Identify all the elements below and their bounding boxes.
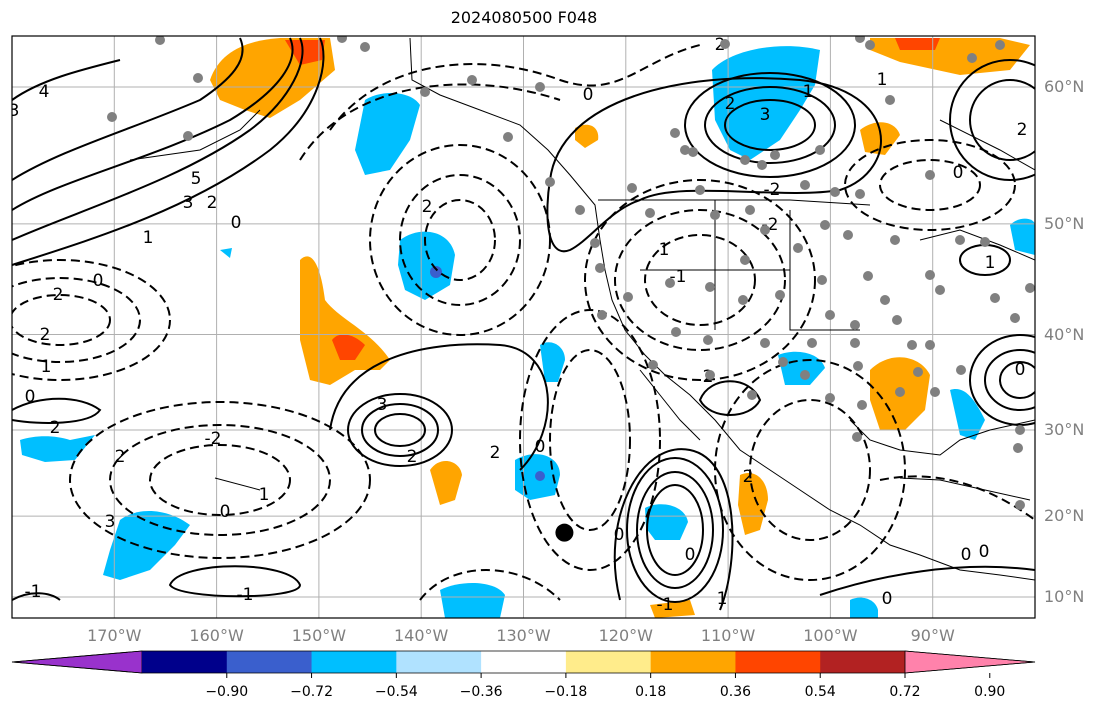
contour-label: 0 [614, 525, 625, 545]
contour-label: 3 [105, 512, 116, 532]
contour-label: 2 [1017, 120, 1028, 140]
lon-label: 140°W [394, 626, 449, 645]
lon-label: 130°W [496, 626, 551, 645]
colorbar-tick-label: −0.54 [374, 684, 418, 700]
contour-label: 3 [9, 101, 20, 121]
colorbar-segment [396, 651, 482, 673]
contour-label: 0 [882, 589, 893, 609]
contour-label: -1 [25, 582, 42, 602]
contour-label: 3 [377, 395, 388, 415]
contour-label: 0 [1015, 360, 1026, 380]
contour-label: 2 [407, 447, 418, 467]
contour-label: 0 [953, 163, 964, 183]
contour-label: 2 [50, 418, 61, 438]
contour-label: 4 [39, 82, 50, 102]
contour-label: -1 [657, 595, 674, 615]
lat-label: 60°N [1044, 77, 1085, 96]
map-frame [11, 35, 1036, 619]
colorbar [11, 650, 1036, 678]
contour-label: 0 [93, 271, 104, 291]
colorbar-segment [142, 651, 228, 673]
map-title: 2024080500 F048 [450, 8, 598, 27]
contour-label: 5 [191, 169, 202, 189]
contour-label: 2 [743, 467, 754, 487]
contour-label: -1 [237, 585, 254, 605]
colorbar-tick-label: −0.72 [290, 684, 333, 700]
contour-label: 0 [231, 213, 242, 233]
colorbar-segment [226, 651, 313, 673]
contour-label: 2 [715, 35, 726, 55]
contour-label: 0 [961, 545, 972, 565]
contour-label: 3 [760, 105, 771, 125]
contour-label: 1 [717, 589, 728, 609]
lat-label: 10°N [1044, 587, 1085, 606]
colorbar-extend-max [904, 650, 1036, 674]
lat-label: 30°N [1044, 419, 1085, 439]
lon-label: 110°W [700, 626, 756, 645]
colorbar-extend-min [11, 650, 143, 674]
contour-label: 0 [979, 542, 990, 562]
contour-label: 0 [535, 437, 546, 457]
colorbar-tick-label: −0.18 [544, 684, 588, 700]
colorbar-tick-label: 0.18 [635, 684, 667, 700]
contour-label: 2 [422, 197, 433, 217]
contour-label: 1 [985, 253, 996, 273]
contour-label: -2 [47, 285, 64, 305]
lon-label: 120°W [598, 626, 653, 645]
lon-gridlines [113, 36, 934, 618]
colorbar-tick-label: 0.36 [719, 684, 752, 700]
colorbar-segment [565, 651, 652, 673]
colorbar-segment [650, 651, 736, 673]
lon-label: 150°W [291, 626, 347, 645]
colorbar-tick-label: −0.90 [205, 684, 249, 700]
dashed-contours [12, 44, 1035, 601]
contour-label: 1 [803, 82, 814, 102]
contour-label: 1 [877, 70, 888, 90]
colorbar-tick-label: −0.36 [459, 684, 503, 700]
contour-label: 0 [583, 85, 594, 105]
solid-contours [12, 37, 1035, 611]
lon-label: 100°W [803, 626, 858, 645]
contour-label: -2 [764, 180, 781, 200]
lon-label: 90°W [910, 626, 955, 645]
colorbar-outline [11, 650, 1036, 674]
colorbar-segment [311, 651, 397, 673]
contour-label: 2 [207, 193, 218, 213]
observation-marker [555, 523, 574, 542]
observation-dots [107, 36, 1035, 510]
contour-label: 2 [40, 325, 51, 345]
contour-label: 3 [183, 193, 194, 213]
lat-label: 40°N [1044, 324, 1085, 344]
lat-label: 50°N [1044, 213, 1085, 233]
colorbar-segment [481, 651, 567, 673]
colorbar-tick-label: 0.72 [889, 684, 921, 700]
contour-label: 2 [115, 447, 126, 467]
contour-label: 0 [25, 387, 36, 407]
contour-label: 1 [259, 485, 270, 505]
colorbar-segment [735, 651, 821, 673]
lat-label: 20°N [1044, 506, 1085, 526]
contour-label: 0 [685, 545, 696, 565]
contour-label: 2 [725, 94, 736, 114]
contour-label: 1 [143, 228, 154, 248]
contour-label: 2 [490, 443, 501, 463]
lon-label: 170°W [87, 626, 142, 645]
contour-label: -2 [205, 429, 222, 449]
contour-label: 0 [220, 502, 231, 522]
contour-label: 1 [659, 240, 670, 260]
colorbar-tick-label: 0.54 [804, 684, 836, 700]
lon-label: 160°W [189, 626, 244, 645]
colorbar-segment [820, 651, 906, 673]
colorbar-tick-label: 0.90 [974, 684, 1006, 700]
contour-label: 1 [41, 357, 52, 377]
